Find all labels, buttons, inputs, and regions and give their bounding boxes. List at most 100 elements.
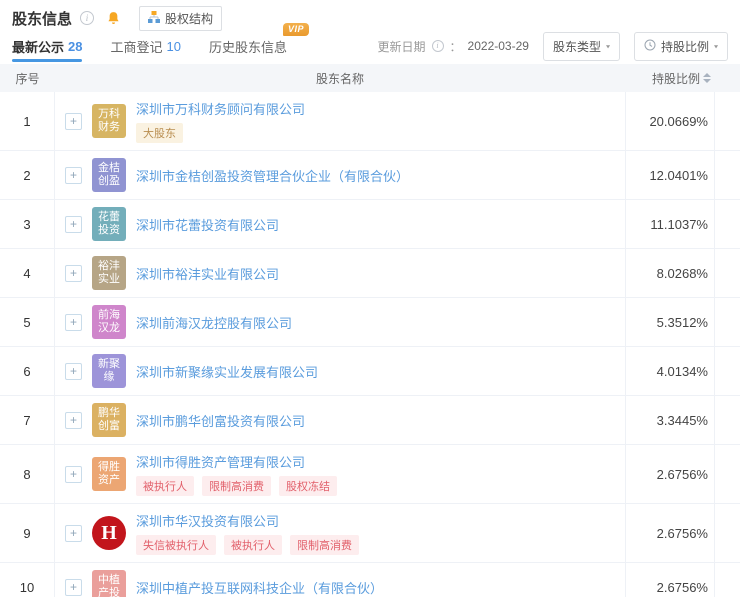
company-name-block: 深圳前海汉龙控股有限公司	[136, 313, 292, 332]
company-name-link[interactable]: 深圳市裕沣实业有限公司	[136, 266, 280, 282]
tabs-toolbar-row: 最新公示 28 工商登记 10 历史股东信息 VIP 更新日期 i ： 2022…	[0, 23, 740, 62]
tab-count-badge: 28	[68, 38, 83, 54]
page-title: 股东信息	[12, 10, 73, 28]
company-name-block: 深圳市花蕾投资有限公司	[136, 215, 279, 234]
status-tag[interactable]: 限制高消费	[202, 476, 271, 496]
tab-bar: 最新公示 28 工商登记 10 历史股东信息 VIP	[12, 23, 309, 62]
ratio-value: 11.1037%	[625, 200, 715, 248]
update-date-label: 更新日期	[377, 39, 426, 54]
shareholder-cell: + 裕沣 实业 深圳市裕沣实业有限公司	[55, 249, 625, 297]
tab-count-badge: 10	[166, 38, 181, 54]
company-name-link[interactable]: 深圳市万科财务顾问有限公司	[136, 102, 306, 117]
expand-button[interactable]: +	[65, 264, 82, 282]
tab-label: 历史股东信息	[208, 39, 287, 55]
company-name-link[interactable]: 深圳市新聚缘实业发展有限公司	[136, 364, 319, 380]
expand-button[interactable]: +	[65, 215, 82, 233]
row-index: 2	[0, 151, 55, 199]
row-index: 1	[0, 92, 55, 150]
info-icon[interactable]: i	[431, 40, 444, 52]
shareholder-cell: + H 深圳市华汉投资有限公司 失信被执行人 被执行人 限制高消费	[55, 504, 625, 562]
extra-cell	[715, 563, 740, 597]
company-name-block: 深圳市裕沣实业有限公司	[136, 264, 279, 283]
table-row: 1 + 万科 财务 深圳市万科财务顾问有限公司 大股东 20.0669%	[0, 92, 740, 151]
panel-header: 股东信息 i 股权结构	[0, 0, 740, 31]
tab-business-registration[interactable]: 工商登记 10	[110, 30, 180, 62]
expand-button[interactable]: +	[65, 524, 82, 542]
table-row: 2 + 金桔 创盈 深圳市金桔创盈投资管理合伙企业（有限合伙） 12.0401%	[0, 151, 740, 200]
sort-icon[interactable]	[703, 73, 711, 83]
notification-bell-icon[interactable]	[106, 11, 121, 26]
company-avatar: 花蕾 投资	[92, 207, 126, 241]
company-name-link[interactable]: 深圳市金桔创盈投资管理合伙企业（有限合伙）	[136, 168, 410, 184]
ratio-filter-label: 持股比例	[660, 39, 709, 54]
company-name-link[interactable]: 深圳市得胜资产管理有限公司	[136, 455, 306, 470]
equity-structure-button[interactable]: 股权结构	[139, 5, 223, 31]
shareholder-cell: + 花蕾 投资 深圳市花蕾投资有限公司	[55, 200, 625, 248]
ratio-value: 12.0401%	[625, 151, 715, 199]
equity-structure-label: 股权结构	[165, 11, 214, 26]
status-tag[interactable]: 失信被执行人	[136, 535, 216, 555]
company-name-link[interactable]: 深圳前海汉龙控股有限公司	[136, 315, 293, 331]
status-tag[interactable]: 股权冻结	[279, 476, 337, 496]
ratio-value: 20.0669%	[625, 92, 715, 150]
row-index: 5	[0, 298, 55, 346]
column-header-name: 股东名称	[315, 71, 364, 86]
company-name-link[interactable]: 深圳中植产投互联网科技企业（有限合伙）	[136, 580, 384, 596]
shareholder-cell: + 中植 产投 深圳中植产投互联网科技企业（有限合伙）	[55, 563, 625, 597]
expand-button[interactable]: +	[65, 362, 82, 380]
shareholder-cell: + 前海 汉龙 深圳前海汉龙控股有限公司	[55, 298, 625, 346]
info-icon[interactable]: i	[80, 11, 95, 25]
clock-icon	[644, 39, 656, 54]
ratio-filter[interactable]: 持股比例 ▾	[633, 31, 728, 61]
expand-button[interactable]: +	[65, 411, 82, 429]
tab-latest-announcement[interactable]: 最新公示 28	[12, 30, 83, 62]
shareholder-type-filter-label: 股东类型	[552, 39, 601, 54]
company-name-block: 深圳市得胜资产管理有限公司被执行人 限制高消费 股权冻结	[136, 452, 337, 496]
status-tag[interactable]: 被执行人	[136, 476, 194, 496]
company-name-block: 深圳中植产投互联网科技企业（有限合伙）	[136, 578, 383, 597]
company-name-link[interactable]: 深圳市华汉投资有限公司	[136, 514, 280, 529]
company-name-block: 深圳市万科财务顾问有限公司大股东	[136, 99, 305, 143]
shareholder-type-filter[interactable]: 股东类型 ▾	[542, 31, 620, 61]
row-index: 6	[0, 347, 55, 395]
status-tag-row: 失信被执行人 被执行人 限制高消费	[136, 535, 359, 555]
table-row: 6 + 新聚缘深圳市新聚缘实业发展有限公司 4.0134%	[0, 347, 740, 396]
column-header-ratio-label: 持股比例	[651, 71, 700, 86]
company-name-link[interactable]: 深圳市鹏华创富投资有限公司	[136, 413, 306, 429]
expand-button[interactable]: +	[65, 465, 82, 483]
column-header-ratio[interactable]: 持股比例	[625, 70, 715, 87]
shareholders-table: 序号 股东名称 持股比例 1 + 万科 财务 深圳市万科财务顾问有限公司 大股东 20.06…	[0, 64, 740, 597]
extra-cell	[715, 200, 740, 248]
extra-cell	[715, 298, 740, 346]
update-date-value: 2022-03-29	[467, 39, 529, 53]
table-body: 1 + 万科 财务 深圳市万科财务顾问有限公司 大股东 20.0669% 2 + 金桔 创盈 深圳市金…	[0, 92, 740, 597]
expand-button[interactable]: +	[65, 112, 82, 130]
status-tag[interactable]: 限制高消费	[290, 535, 359, 555]
chevron-down-icon: ▾	[713, 42, 718, 50]
chevron-down-icon: ▾	[605, 42, 610, 50]
company-avatar: 中植 产投	[92, 570, 126, 597]
company-name-link[interactable]: 深圳市花蕾投资有限公司	[136, 217, 280, 233]
status-tag[interactable]: 被执行人	[224, 535, 282, 555]
ratio-value: 3.3445%	[625, 396, 715, 444]
table-row: 8 + 得胜 资产 深圳市得胜资产管理有限公司 被执行人 限制高消费 股权冻结 2.6756%	[0, 445, 740, 504]
expand-button[interactable]: +	[65, 313, 82, 331]
table-row: 9 + H 深圳市华汉投资有限公司 失信被执行人 被执行人 限制高消费 2.6756%	[0, 504, 740, 563]
vip-badge: VIP	[282, 23, 309, 36]
extra-cell	[715, 249, 740, 297]
table-row: 7 + 鹏华 创富 深圳市鹏华创富投资有限公司 3.3445%	[0, 396, 740, 445]
status-tag-row: 大股东	[136, 123, 305, 143]
status-tag: 大股东	[136, 123, 183, 143]
extra-cell	[715, 445, 740, 503]
company-avatar: 新聚缘	[92, 354, 126, 388]
expand-button[interactable]: +	[65, 166, 82, 184]
tab-label: 工商登记	[110, 39, 163, 55]
tab-historical-shareholders[interactable]: 历史股东信息 VIP	[208, 23, 309, 62]
column-header-extra	[715, 64, 740, 92]
company-avatar: 前海 汉龙	[92, 305, 126, 339]
extra-cell	[715, 151, 740, 199]
status-tag-row: 被执行人 限制高消费 股权冻结	[136, 476, 337, 496]
filters-toolbar: 更新日期 i ： 2022-03-29 股东类型 ▾ 持股比例 ▾	[377, 31, 728, 61]
row-index: 7	[0, 396, 55, 444]
expand-button[interactable]: +	[65, 578, 82, 596]
